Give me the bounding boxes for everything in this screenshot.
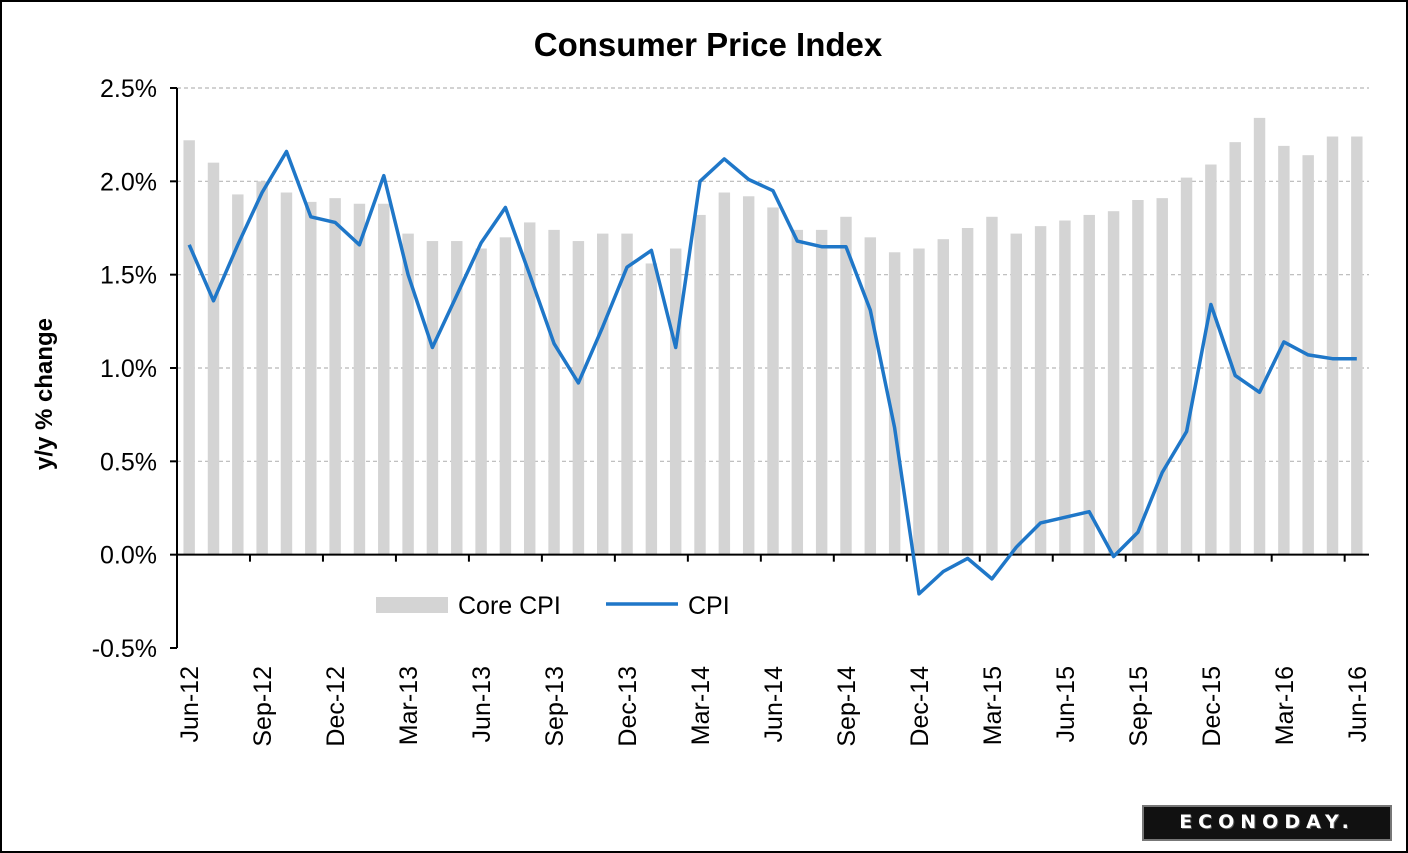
core-cpi-bar xyxy=(1180,177,1193,555)
core-cpi-bar xyxy=(767,207,779,555)
y-tick-label: 1.5% xyxy=(100,262,157,290)
core-cpi-bar xyxy=(1253,117,1266,555)
core-cpi-bar xyxy=(694,214,706,555)
x-tick-label: Jun-15 xyxy=(1052,666,1080,742)
core-cpi-bar xyxy=(451,241,463,555)
core-cpi-bar xyxy=(572,241,585,555)
core-cpi-bar xyxy=(1107,211,1120,555)
x-tick-label: Sep-14 xyxy=(833,666,861,747)
x-tick-labels: Jun-12 Sep-12 Dec-12 Mar-13 Jun-13 Sep-13 Dec-… xyxy=(176,666,1372,747)
x-tick-label: Jun-14 xyxy=(760,666,788,743)
core-cpi-bar xyxy=(1034,226,1047,555)
core-cpi-bar xyxy=(256,181,268,555)
core-cpi-bar xyxy=(305,201,317,555)
legend-core-cpi-label: Core CPI xyxy=(458,592,561,620)
x-tick-label: Sep-15 xyxy=(1125,666,1153,747)
core-cpi-bar xyxy=(426,241,439,555)
x-tick-label: Mar-13 xyxy=(395,666,423,745)
core-cpi-bar xyxy=(1083,214,1095,555)
core-cpi-bar xyxy=(791,229,804,555)
core-cpi-bar xyxy=(1326,136,1339,555)
x-tick-label: Sep-13 xyxy=(541,666,569,747)
core-cpi-bar xyxy=(937,239,950,555)
core-cpi-bar xyxy=(669,248,682,555)
core-cpi-bar xyxy=(232,194,244,555)
core-cpi-bar xyxy=(864,237,877,555)
core-cpi-bar xyxy=(986,216,998,555)
core-cpi-bar xyxy=(961,228,974,555)
y-tick-label: 1.0% xyxy=(100,355,157,383)
core-cpi-bar xyxy=(1059,220,1071,555)
core-cpi-bar xyxy=(1229,142,1241,555)
core-cpi-bar xyxy=(1156,198,1168,555)
axes xyxy=(170,87,1369,649)
y-tick-label: 2.0% xyxy=(100,168,157,196)
core-cpi-bar xyxy=(1278,145,1290,555)
core-cpi-bar xyxy=(1205,164,1217,555)
y-axis-label: y/y % change xyxy=(31,318,58,470)
x-tick-label: Dec-13 xyxy=(614,666,642,747)
core-cpi-bar xyxy=(402,233,414,555)
core-cpi-bar xyxy=(645,263,658,555)
x-tick-label: Dec-12 xyxy=(322,666,350,747)
core-cpi-bars xyxy=(183,117,1363,555)
core-cpi-bar xyxy=(888,252,901,555)
x-tick-label: Mar-15 xyxy=(979,666,1007,745)
x-tick-label: Jun-13 xyxy=(468,666,496,742)
core-cpi-bar xyxy=(280,192,293,555)
core-cpi-bar xyxy=(621,233,633,555)
core-cpi-bar xyxy=(524,222,536,555)
econoday-logo: ECONODAY. xyxy=(1142,805,1392,841)
legend: Core CPI CPI xyxy=(376,592,730,620)
core-cpi-bar xyxy=(353,203,366,555)
core-cpi-bar xyxy=(329,198,341,555)
legend-core-cpi-swatch xyxy=(376,597,448,613)
core-cpi-bar xyxy=(475,248,487,555)
y-tick-label: 0.5% xyxy=(100,448,157,476)
y-tick-label: 0.0% xyxy=(100,542,157,570)
cpi-line xyxy=(187,149,1357,596)
x-tick-label: Jun-16 xyxy=(1344,666,1372,742)
x-tick-label: Mar-14 xyxy=(687,666,715,745)
x-tick-label: Mar-16 xyxy=(1271,666,1299,745)
core-cpi-bar xyxy=(718,192,731,555)
x-tick-label: Dec-15 xyxy=(1198,666,1226,747)
y-tick-label: -0.5% xyxy=(92,635,157,663)
core-cpi-bar xyxy=(1010,233,1022,555)
core-cpi-bar xyxy=(840,216,852,555)
core-cpi-bar xyxy=(1132,200,1144,555)
x-tick-label: Sep-12 xyxy=(249,666,277,747)
core-cpi-bar xyxy=(742,196,755,555)
chart-title: Consumer Price Index xyxy=(534,26,883,63)
x-tick-label: Dec-14 xyxy=(906,666,934,747)
core-cpi-bar xyxy=(378,203,390,555)
core-cpi-bar xyxy=(499,237,512,555)
core-cpi-bar xyxy=(815,229,828,555)
core-cpi-bar xyxy=(183,140,195,555)
core-cpi-bar xyxy=(1351,136,1363,555)
y-tick-label: 2.5% xyxy=(100,75,157,103)
x-tick-label: Jun-12 xyxy=(176,666,204,742)
core-cpi-bar xyxy=(207,162,220,555)
core-cpi-bar xyxy=(596,233,609,555)
core-cpi-bar xyxy=(913,248,925,555)
legend-cpi-label: CPI xyxy=(688,592,730,620)
core-cpi-bar xyxy=(548,229,560,555)
y-tick-labels: -0.5% 0.0% 0.5% 1.0% 1.5% 2.0% 2.5% xyxy=(92,75,157,663)
